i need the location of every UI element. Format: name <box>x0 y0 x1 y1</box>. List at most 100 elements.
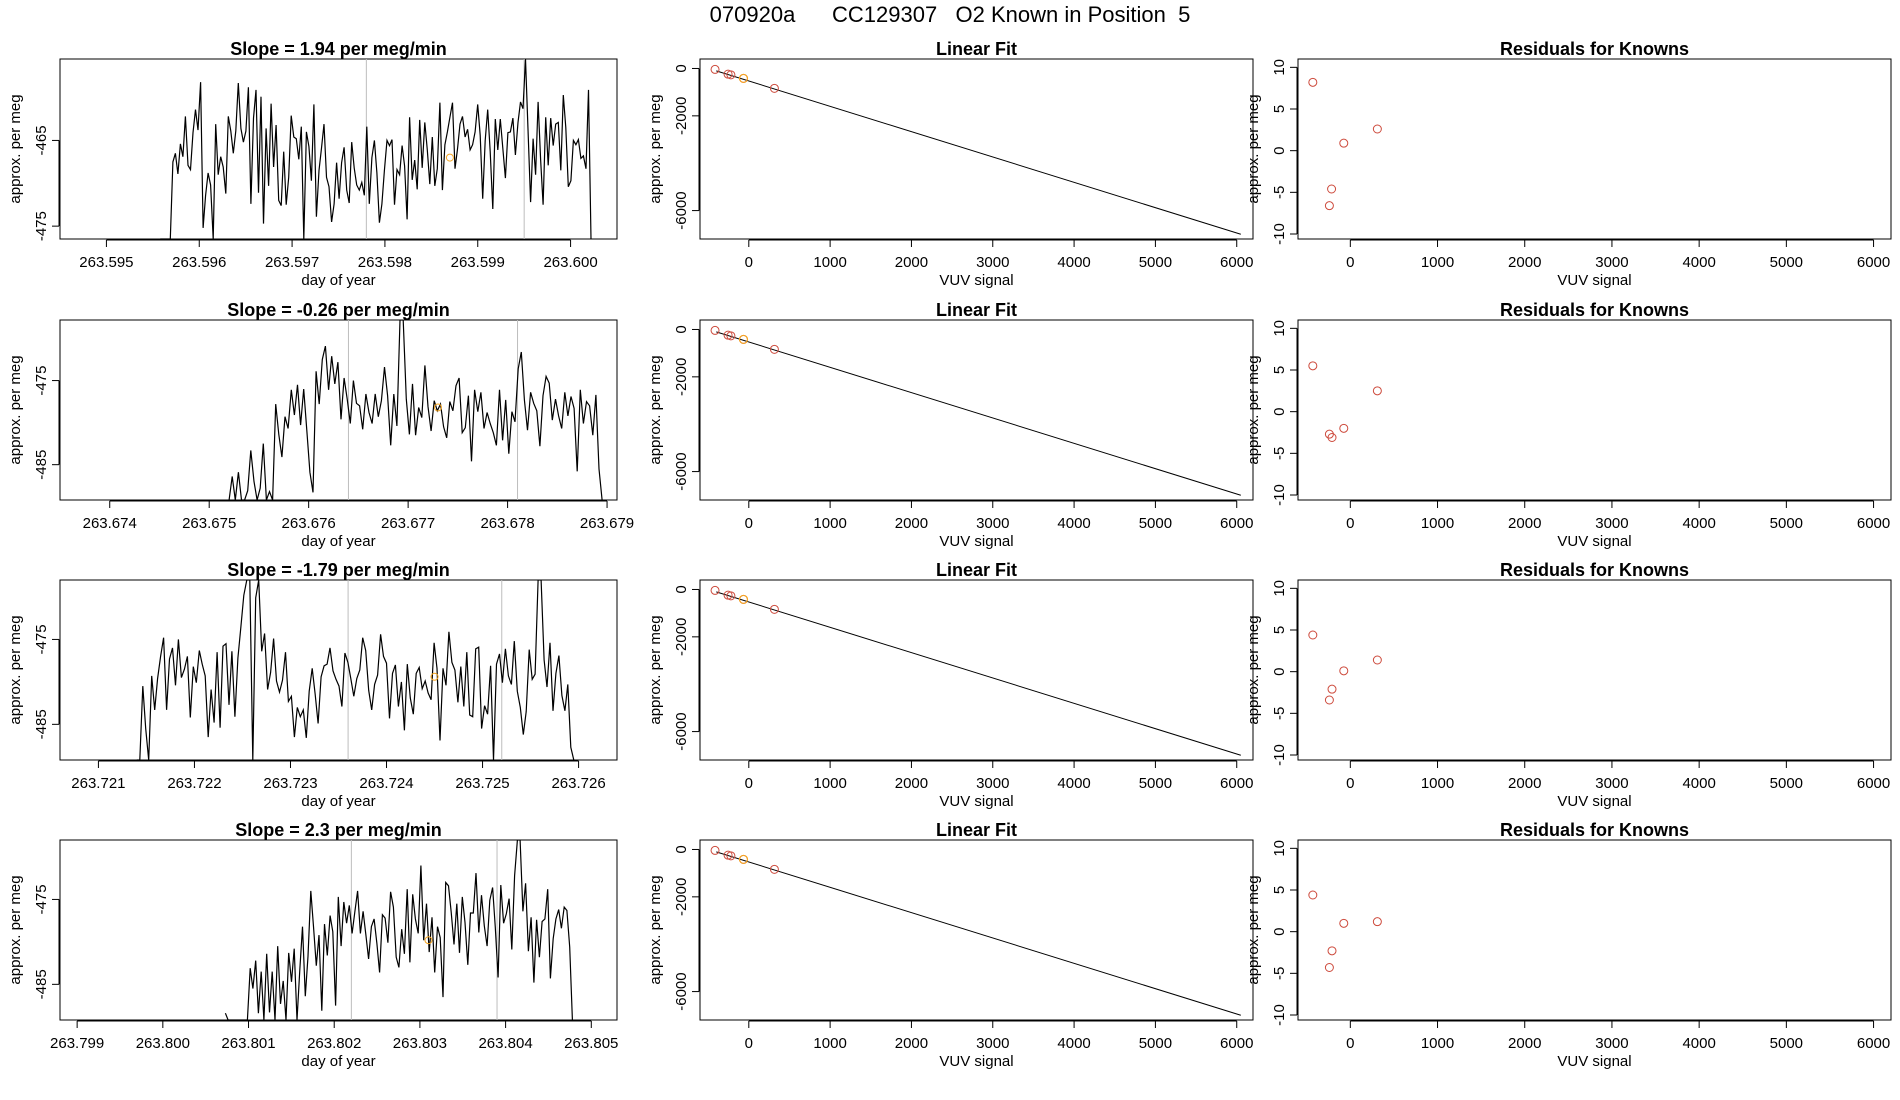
x-tick-label: 263.799 <box>50 1035 104 1052</box>
x-tick-label: 263.595 <box>79 254 133 271</box>
x-tick-label: 263.800 <box>136 1035 190 1052</box>
y-tick-label: -475 <box>33 211 50 241</box>
y-tick-label: 10 <box>1271 580 1288 597</box>
x-tick-label: 0 <box>1346 254 1354 271</box>
x-tick-label: 263.598 <box>358 254 412 271</box>
x-tick-label: 5000 <box>1139 254 1172 271</box>
y-tick-label: -485 <box>33 450 50 480</box>
y-tick-label: 10 <box>1271 320 1288 337</box>
x-axis-label: VUV signal <box>939 533 1013 550</box>
y-tick-label: 0 <box>1271 667 1288 675</box>
x-axis-label: VUV signal <box>1557 272 1631 289</box>
x-tick-label: 0 <box>745 254 753 271</box>
data-point <box>769 864 779 874</box>
plot-title: Linear Fit <box>936 300 1017 320</box>
data-point <box>726 851 736 861</box>
y-axis-label: approx. per meg <box>7 355 24 464</box>
plot-title: Residuals for Knowns <box>1500 300 1689 320</box>
x-tick-label: 263.678 <box>480 515 534 532</box>
y-tick-label: 0 <box>1271 407 1288 415</box>
data-point <box>1339 423 1349 433</box>
y-axis-label: approx. per meg <box>1245 875 1262 984</box>
plot-frame <box>59 579 618 761</box>
x-tick-label: 4000 <box>1057 515 1090 532</box>
mean-marker <box>445 153 454 162</box>
x-tick-label: 3000 <box>1595 775 1628 792</box>
data-point <box>769 344 779 354</box>
y-tick-label: 5 <box>1271 886 1288 894</box>
data-point <box>1324 695 1334 705</box>
data-point <box>726 331 736 341</box>
x-tick-label: 263.725 <box>455 775 509 792</box>
plot-title: Linear Fit <box>936 820 1017 840</box>
x-tick-label: 6000 <box>1857 775 1890 792</box>
plot-frame <box>699 579 1254 761</box>
y-tick-label: -465 <box>33 125 50 155</box>
x-tick-label: 2000 <box>895 515 928 532</box>
plot-title: Linear Fit <box>936 39 1017 59</box>
plot-title: Residuals for Knowns <box>1500 820 1689 840</box>
y-tick-label: -475 <box>33 884 50 914</box>
x-tick-label: 2000 <box>895 1035 928 1052</box>
x-tick-label: 263.804 <box>478 1035 532 1052</box>
x-tick-label: 5000 <box>1139 1035 1172 1052</box>
y-tick-label: -475 <box>33 624 50 654</box>
x-tick-label: 5000 <box>1770 1035 1803 1052</box>
x-tick-label: 4000 <box>1682 775 1715 792</box>
x-axis-label: day of year <box>301 272 375 289</box>
y-tick-label: -2000 <box>673 358 690 396</box>
data-point <box>1327 946 1337 956</box>
y-tick-label: 5 <box>1271 366 1288 374</box>
plot-area <box>710 845 1241 1016</box>
y-tick-label: -485 <box>33 709 50 739</box>
x-tick-label: 5000 <box>1770 254 1803 271</box>
x-tick-label: 263.677 <box>381 515 435 532</box>
x-tick-label: 4000 <box>1682 1035 1715 1052</box>
data-point <box>710 585 720 595</box>
x-tick-label: 3000 <box>976 515 1009 532</box>
x-axis-label: day of year <box>301 1053 375 1070</box>
y-tick-label: 0 <box>1271 927 1288 935</box>
subplot-1-1: Linear Fit 0 1000 2000 3000 4000 5000 6000 VUV s… <box>647 300 1254 550</box>
data-point <box>1308 77 1318 87</box>
x-tick-label: 263.721 <box>71 775 125 792</box>
data-point <box>710 64 720 74</box>
plot-frame <box>699 839 1254 1021</box>
plot-area <box>710 585 1241 756</box>
data-series-line <box>228 320 603 500</box>
x-tick-label: 263.724 <box>359 775 413 792</box>
fit-line <box>716 70 1241 235</box>
x-tick-label: 3000 <box>976 775 1009 792</box>
x-tick-label: 1000 <box>813 1035 846 1052</box>
y-tick-label: 5 <box>1271 105 1288 113</box>
x-axis-label: VUV signal <box>1557 1053 1631 1070</box>
x-tick-label: 2000 <box>1508 254 1541 271</box>
data-point <box>726 70 736 80</box>
plot-area <box>1308 77 1382 211</box>
x-tick-label: 263.675 <box>182 515 236 532</box>
subplot-2-0: Slope = -1.79 per meg/min 263.721 263.722 2… <box>7 560 618 810</box>
subplot-0-2: Residuals for Knowns 0 1000 2000 3000 4000 500… <box>1245 39 1892 289</box>
subplot-2-1: Linear Fit 0 1000 2000 3000 4000 5000 6000 VUV s… <box>647 560 1254 810</box>
mean-marker <box>433 403 442 412</box>
x-axis-label: VUV signal <box>1557 533 1631 550</box>
x-axis-label: VUV signal <box>1557 793 1631 810</box>
y-tick-label: -10 <box>1271 1004 1288 1026</box>
y-tick-label: -2000 <box>673 618 690 656</box>
y-axis-label: approx. per meg <box>647 94 664 203</box>
x-tick-label: 0 <box>1346 1035 1354 1052</box>
x-tick-label: 1000 <box>813 515 846 532</box>
x-tick-label: 1000 <box>1421 775 1454 792</box>
data-point <box>1327 684 1337 694</box>
data-point <box>1339 918 1349 928</box>
plot-title: Slope = -1.79 per meg/min <box>227 560 450 580</box>
plot-area <box>1308 361 1382 442</box>
plot-area <box>228 320 603 500</box>
fit-line <box>716 331 1241 496</box>
x-tick-label: 6000 <box>1857 515 1890 532</box>
x-tick-label: 263.801 <box>221 1035 275 1052</box>
y-tick-label: -475 <box>33 366 50 396</box>
data-point <box>1372 124 1382 134</box>
x-tick-label: 4000 <box>1682 254 1715 271</box>
data-point <box>1339 666 1349 676</box>
